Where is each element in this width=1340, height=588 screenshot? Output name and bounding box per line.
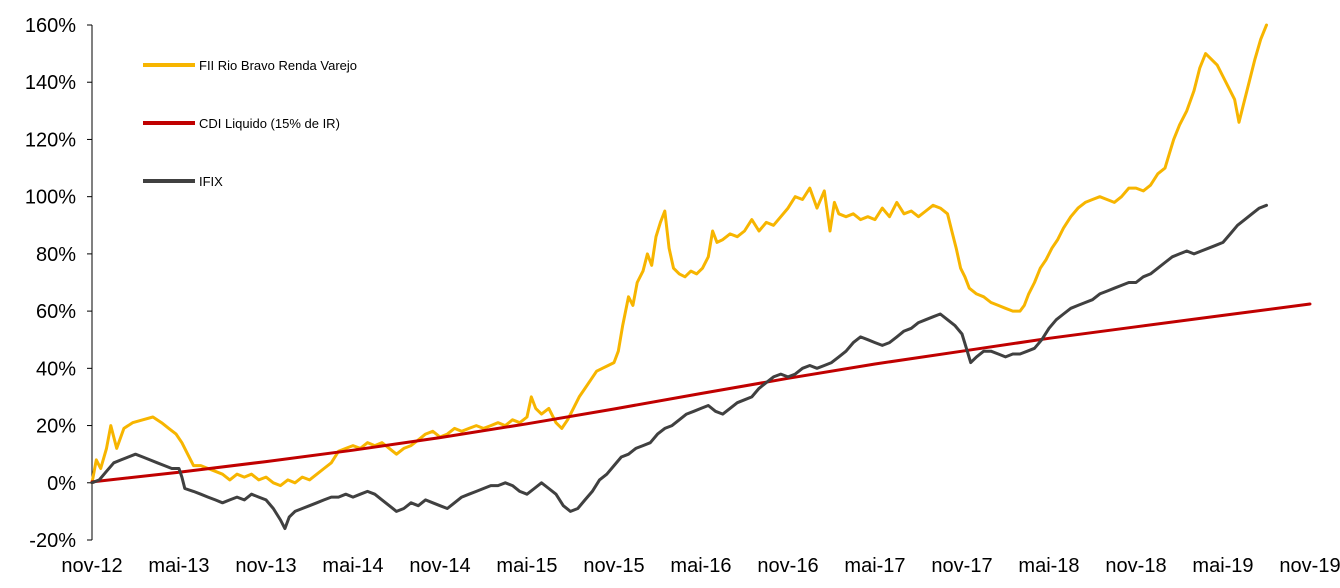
y-tick-label: 140% xyxy=(25,72,76,94)
x-tick-label: nov-18 xyxy=(1105,555,1166,577)
x-tick-label: mai-18 xyxy=(1018,555,1079,577)
y-tick-label: 120% xyxy=(25,129,76,151)
y-tick-label: 80% xyxy=(36,244,76,266)
legend-label: IFIX xyxy=(199,174,223,189)
x-tick-label: nov-17 xyxy=(931,555,992,577)
x-tick-label: mai-15 xyxy=(496,555,557,577)
y-tick-label: 60% xyxy=(36,301,76,323)
x-tick-label: nov-12 xyxy=(61,555,122,577)
series-line-3 xyxy=(90,203,1268,531)
x-tick-label: nov-19 xyxy=(1279,555,1340,577)
legend-label: FII Rio Bravo Renda Varejo xyxy=(199,58,357,73)
x-tick-label: mai-14 xyxy=(322,555,383,577)
legend-label: CDI Liquido (15% de IR) xyxy=(199,116,340,131)
y-tick-label: 40% xyxy=(36,358,76,380)
series-line-2 xyxy=(90,302,1312,484)
x-tick-label: nov-15 xyxy=(583,555,644,577)
y-tick-label: 160% xyxy=(25,15,76,37)
x-tick-label: mai-16 xyxy=(670,555,731,577)
x-tick-label: nov-13 xyxy=(235,555,296,577)
x-tick-label: nov-14 xyxy=(409,555,470,577)
y-tick-label: 100% xyxy=(25,187,76,209)
y-tick-label: 20% xyxy=(36,416,76,438)
series-line-1 xyxy=(90,23,1268,488)
x-tick-label: mai-17 xyxy=(844,555,905,577)
x-tick-label: nov-16 xyxy=(757,555,818,577)
y-tick-label: 0% xyxy=(47,473,76,495)
x-tick-label: mai-19 xyxy=(1192,555,1253,577)
y-tick-label: -20% xyxy=(29,530,76,552)
x-tick-label: mai-13 xyxy=(148,555,209,577)
